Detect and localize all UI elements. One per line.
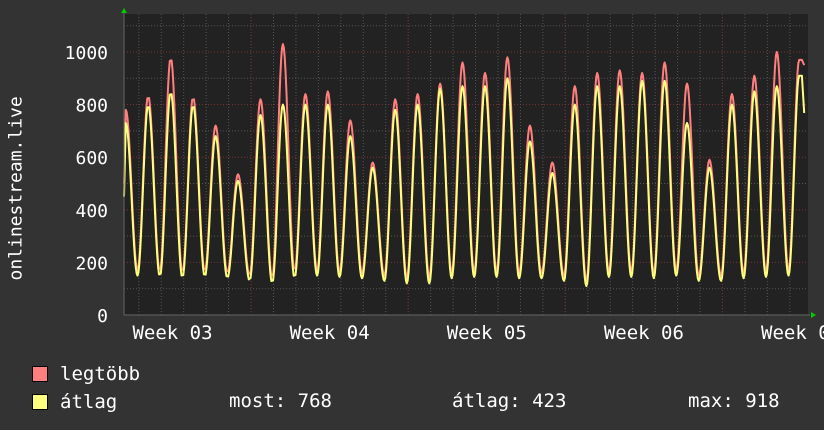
legend-item-avg: átlag <box>32 391 117 413</box>
series-line-avg <box>123 74 806 288</box>
x-tick-label: Week 06 <box>604 322 684 344</box>
x-tick-label: Week 04 <box>290 322 370 344</box>
legend-label-max: legtöbb <box>60 363 141 385</box>
plot-area <box>124 14 808 315</box>
y-tick-label: 800 <box>75 96 108 117</box>
legend-label-avg: átlag <box>60 391 118 413</box>
y-tick-label: 1000 <box>65 43 108 64</box>
y-axis-label: onlinestream.live <box>5 96 27 281</box>
x-tick-label: Week 03 <box>132 322 212 344</box>
y-tick-label: 600 <box>75 148 108 169</box>
x-tick-label: Week 05 <box>447 322 527 344</box>
legend-item-max: legtöbb <box>32 363 140 385</box>
legend-swatch-avg <box>32 394 48 410</box>
x-tick-label: Week 07 <box>761 322 824 344</box>
y-tick-label: 400 <box>75 201 108 222</box>
y-axis-arrow-icon <box>121 8 127 13</box>
y-tick-label: 200 <box>75 253 108 274</box>
x-axis-arrow-icon <box>811 312 816 318</box>
y-tick-label: 0 <box>97 306 108 327</box>
stat-now: most: 768 <box>229 390 332 412</box>
stat-average: átlag: 423 <box>452 390 567 412</box>
stat-max: max: 918 <box>688 390 780 412</box>
legend-swatch-max <box>32 366 48 382</box>
